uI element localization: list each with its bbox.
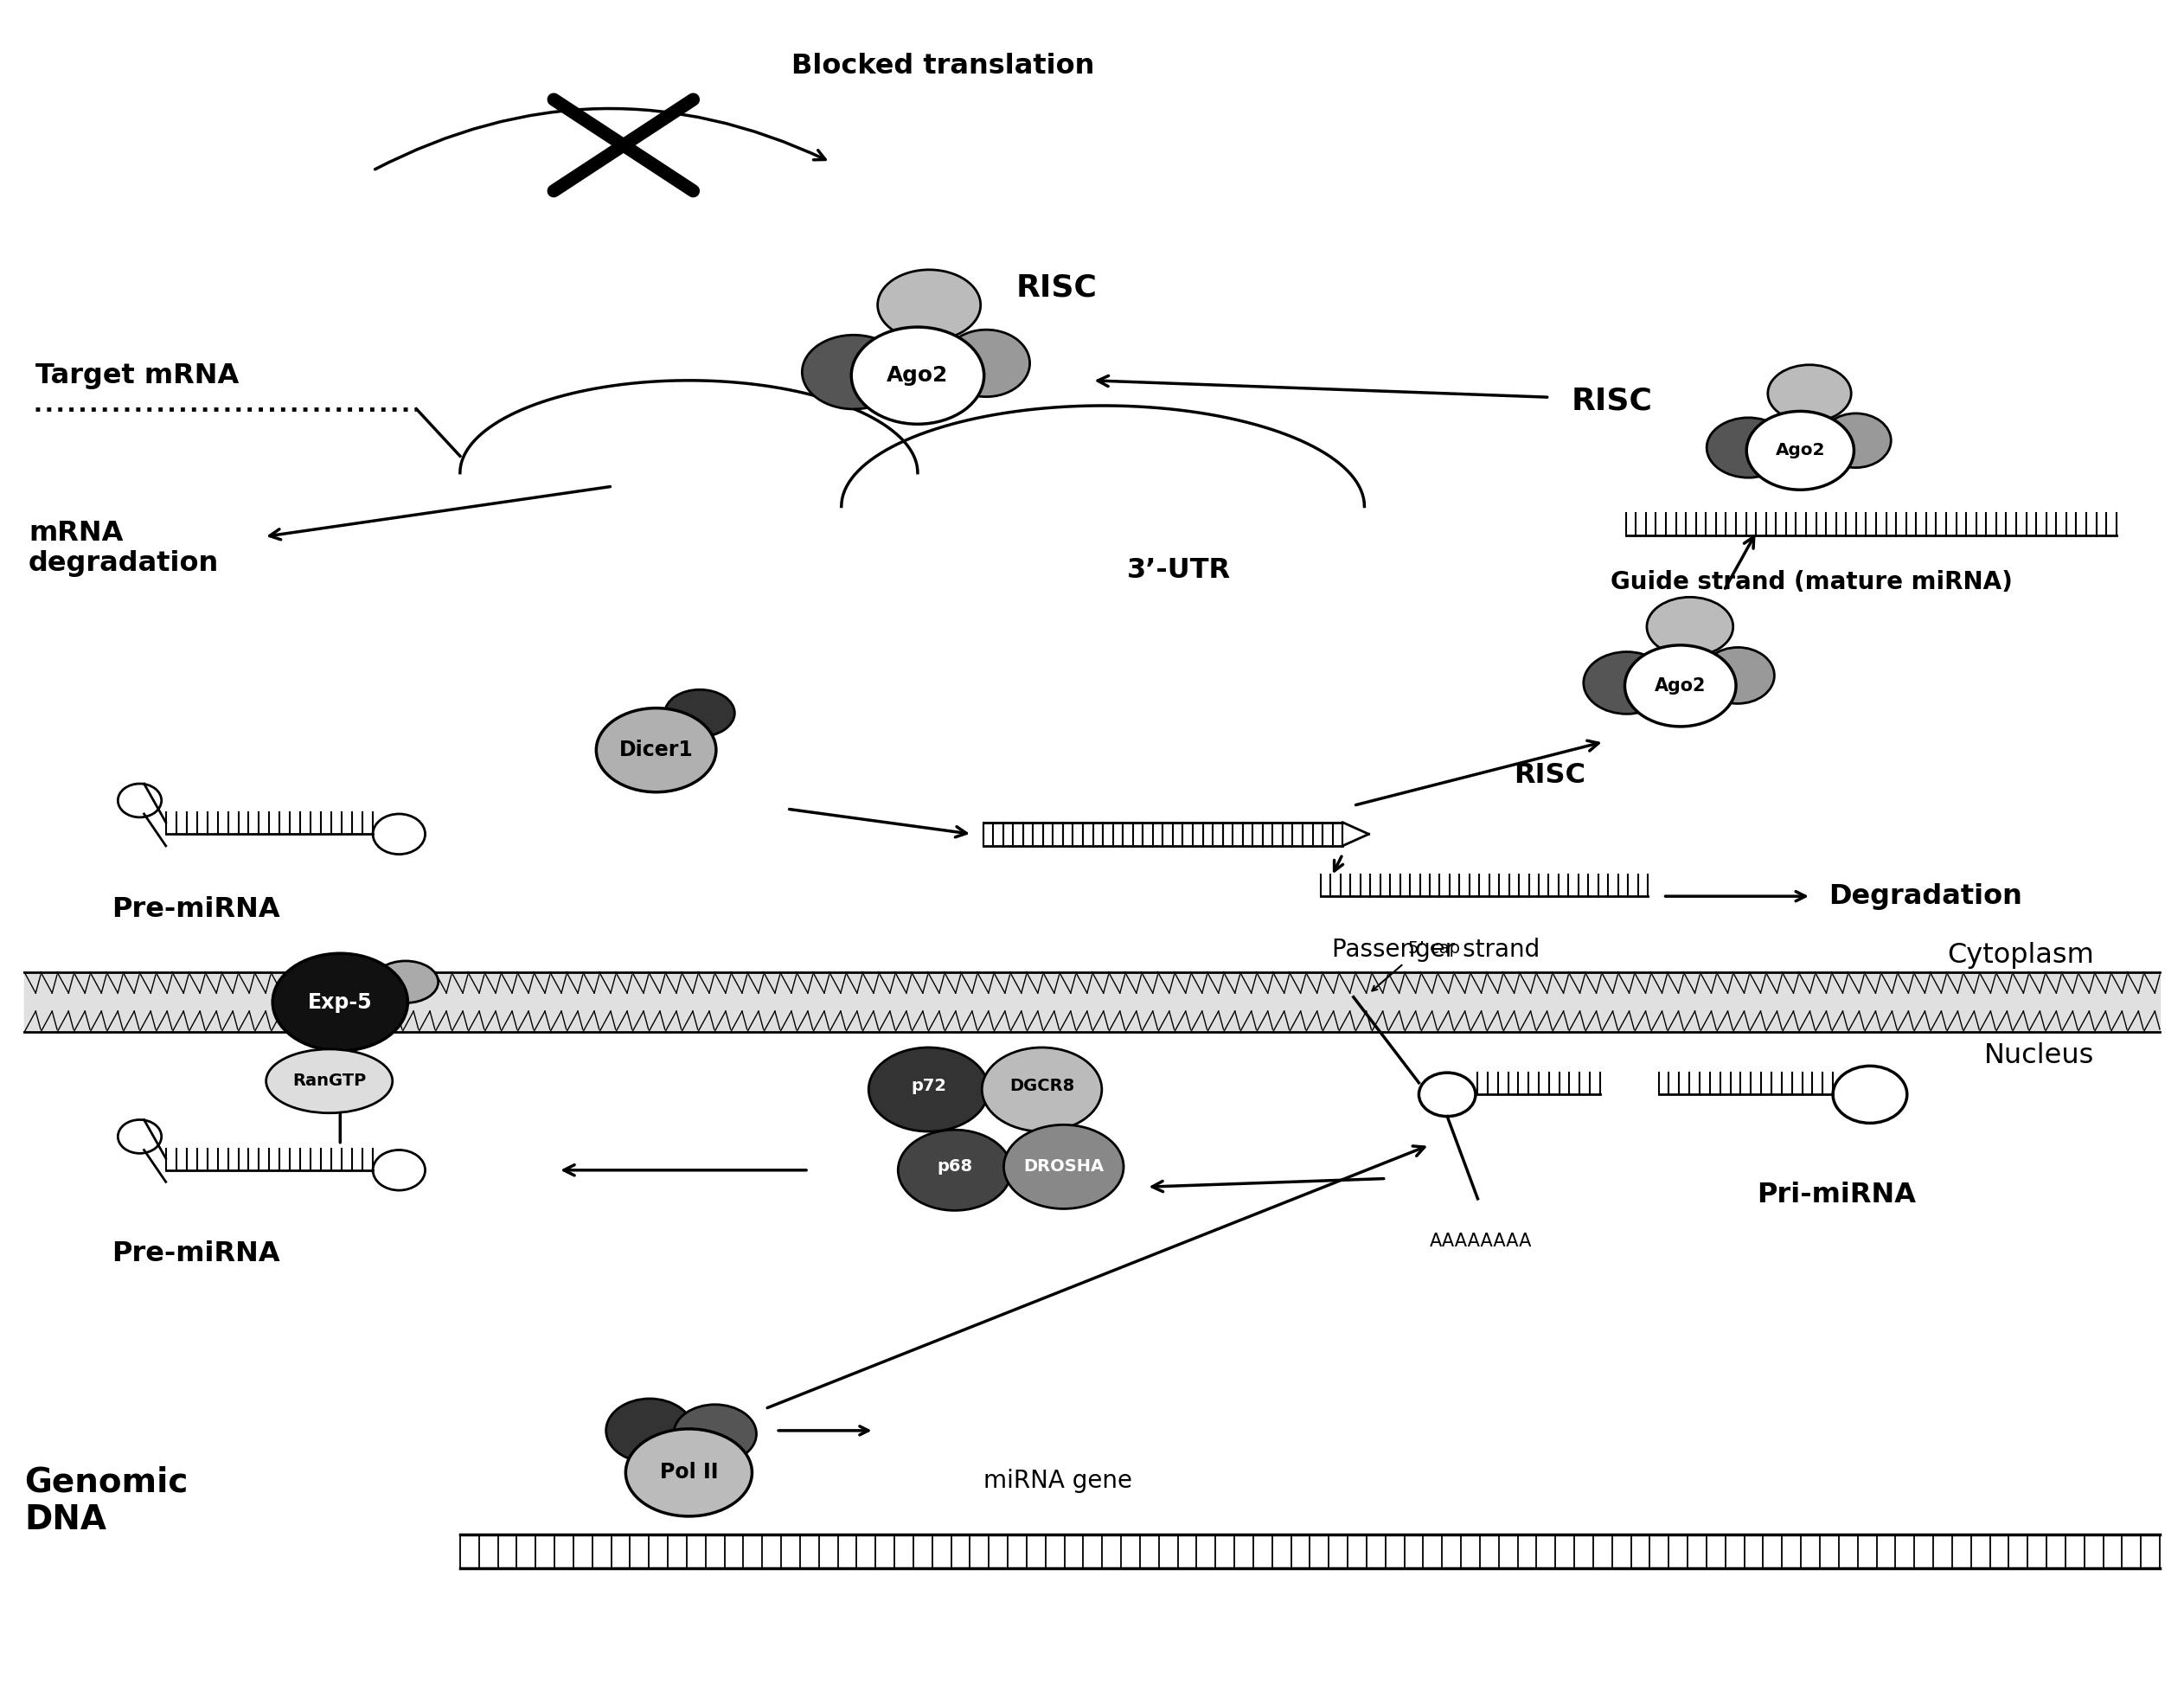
Ellipse shape (983, 1048, 1101, 1132)
Ellipse shape (878, 270, 981, 340)
FancyArrowPatch shape (767, 1146, 1424, 1409)
Text: RISC: RISC (1572, 386, 1653, 415)
Ellipse shape (1583, 652, 1671, 714)
FancyArrowPatch shape (778, 1426, 869, 1436)
FancyArrowPatch shape (376, 108, 826, 169)
Ellipse shape (373, 960, 439, 1003)
Ellipse shape (1647, 596, 1734, 655)
Text: Blocked translation: Blocked translation (791, 52, 1094, 79)
Ellipse shape (869, 1048, 989, 1132)
Text: Dicer1: Dicer1 (618, 740, 692, 760)
FancyArrowPatch shape (269, 487, 609, 539)
Text: Guide strand (mature miRNA): Guide strand (mature miRNA) (1610, 570, 2014, 595)
Ellipse shape (898, 1131, 1011, 1210)
FancyArrowPatch shape (1334, 856, 1343, 871)
FancyArrowPatch shape (1356, 741, 1599, 805)
Text: Ago2: Ago2 (1655, 677, 1706, 694)
Text: Exp-5: Exp-5 (308, 992, 373, 1013)
Text: Passenger strand: Passenger strand (1332, 939, 1540, 962)
Ellipse shape (596, 708, 716, 792)
Text: RISC: RISC (1514, 762, 1586, 789)
Text: Pol II: Pol II (660, 1463, 719, 1483)
Text: Pre-miRNA: Pre-miRNA (111, 896, 280, 923)
Text: Pri-miRNA: Pri-miRNA (1756, 1181, 1915, 1208)
Ellipse shape (605, 1399, 692, 1463)
Ellipse shape (1747, 411, 1854, 490)
Text: Target mRNA: Target mRNA (35, 362, 238, 389)
Text: AAAAAAAA: AAAAAAAA (1431, 1232, 1533, 1250)
Ellipse shape (1625, 645, 1736, 726)
Text: Degradation: Degradation (1828, 883, 2022, 910)
Ellipse shape (1706, 418, 1791, 477)
Text: DROSHA: DROSHA (1024, 1159, 1103, 1174)
Ellipse shape (943, 330, 1031, 396)
Text: p72: p72 (911, 1078, 946, 1094)
Ellipse shape (1767, 366, 1852, 421)
Text: p68: p68 (937, 1159, 972, 1174)
Text: DGCR8: DGCR8 (1009, 1078, 1075, 1094)
FancyArrowPatch shape (1725, 538, 1754, 588)
Text: mRNA
degradation: mRNA degradation (28, 519, 218, 578)
FancyArrowPatch shape (1153, 1178, 1385, 1191)
FancyArrowPatch shape (336, 1083, 345, 1142)
Ellipse shape (664, 689, 734, 736)
Ellipse shape (673, 1405, 756, 1463)
Ellipse shape (1701, 647, 1773, 704)
Text: Genomic
DNA: Genomic DNA (24, 1466, 188, 1537)
Text: Pre-miRNA: Pre-miRNA (111, 1240, 280, 1267)
FancyArrowPatch shape (1099, 376, 1546, 398)
FancyArrowPatch shape (788, 809, 968, 837)
Text: Ago2: Ago2 (887, 366, 948, 386)
Ellipse shape (802, 335, 904, 409)
Text: Nucleus: Nucleus (1985, 1043, 2094, 1070)
Text: Ago2: Ago2 (1776, 441, 1826, 458)
Ellipse shape (1821, 413, 1891, 468)
Ellipse shape (266, 1050, 393, 1114)
Ellipse shape (625, 1429, 751, 1516)
Text: miRNA gene: miRNA gene (983, 1469, 1131, 1493)
Text: Cytoplasm: Cytoplasm (1948, 942, 2094, 969)
Ellipse shape (273, 954, 408, 1051)
FancyArrowPatch shape (1372, 966, 1402, 991)
Ellipse shape (852, 327, 985, 425)
Text: RanGTP: RanGTP (293, 1073, 367, 1089)
Text: RISC: RISC (1016, 273, 1096, 303)
FancyArrowPatch shape (563, 1164, 806, 1176)
Ellipse shape (1005, 1126, 1123, 1208)
FancyArrowPatch shape (1666, 891, 1806, 901)
Text: 5’ cap: 5’ cap (1409, 940, 1459, 957)
Text: 3’-UTR: 3’-UTR (1127, 558, 1232, 583)
